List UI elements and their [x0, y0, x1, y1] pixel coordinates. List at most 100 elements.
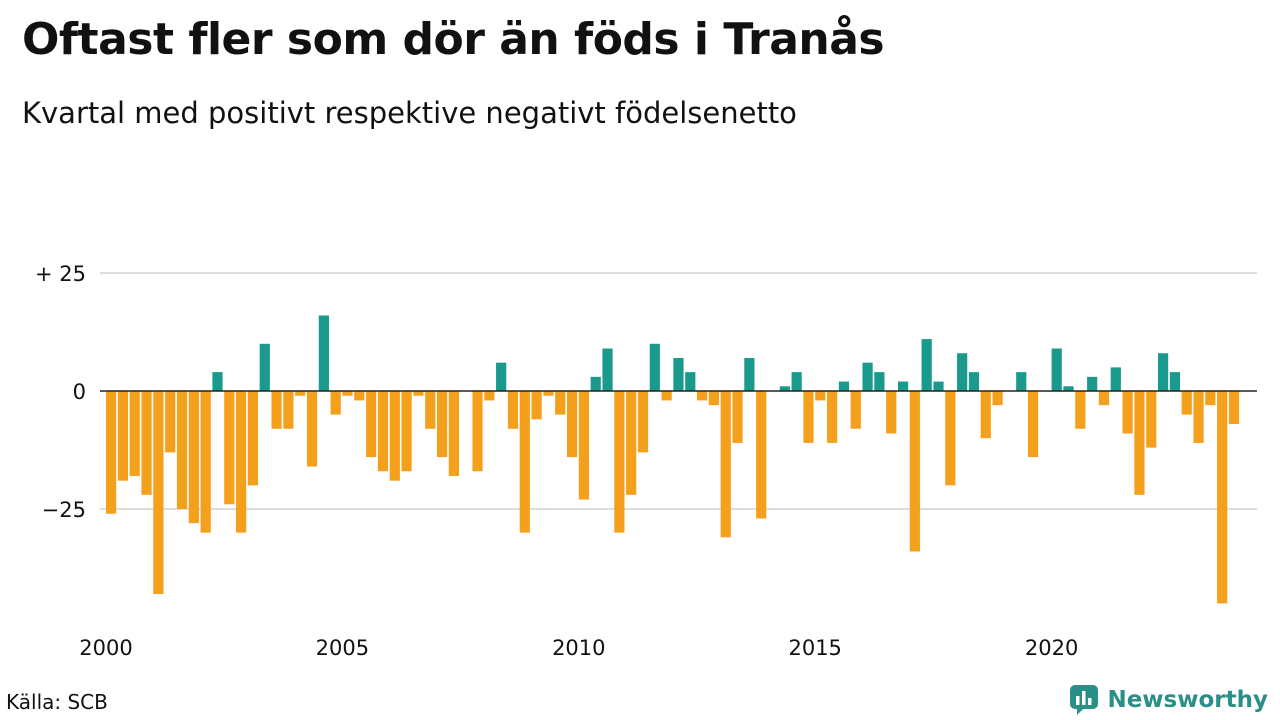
- bar: [1193, 391, 1204, 443]
- bar: [1098, 391, 1110, 406]
- bar: [259, 343, 270, 391]
- bar: [886, 391, 897, 434]
- y-tick-label: + 25: [35, 262, 86, 286]
- bar: [697, 391, 708, 401]
- bar: [862, 362, 873, 391]
- bar: [295, 391, 306, 396]
- bar: [436, 391, 448, 458]
- bar: [980, 391, 991, 439]
- bar: [389, 391, 400, 481]
- bar: [1075, 391, 1086, 429]
- bar: [850, 391, 861, 429]
- bar: [614, 391, 625, 533]
- bar: [176, 391, 188, 509]
- bar: [578, 391, 589, 500]
- bar: [992, 391, 1003, 406]
- bar: [732, 391, 743, 443]
- bar: [496, 362, 507, 391]
- bar: [720, 391, 731, 538]
- bar: [555, 391, 566, 415]
- x-tick-label: 2005: [316, 636, 369, 660]
- bar: [425, 391, 436, 429]
- bar: [1169, 372, 1180, 391]
- bar: [649, 343, 660, 391]
- bar: [247, 391, 259, 486]
- bar: [200, 391, 211, 533]
- bar: [106, 391, 117, 514]
- bar: [1063, 386, 1074, 391]
- bar: [626, 391, 637, 495]
- bar: [543, 391, 554, 396]
- bar: [602, 348, 613, 391]
- bar: [236, 391, 247, 533]
- bar: [153, 391, 164, 594]
- x-tick-label: 2020: [1025, 636, 1078, 660]
- bar: [366, 391, 377, 458]
- bar: [1051, 348, 1062, 391]
- bar: [838, 381, 850, 391]
- bar: [827, 391, 838, 443]
- bar: [519, 391, 530, 533]
- bar: [413, 391, 424, 396]
- y-tick-label: −25: [42, 498, 86, 522]
- bar: [590, 376, 601, 391]
- bar: [637, 391, 649, 453]
- bar: [1157, 353, 1169, 391]
- bar: [945, 391, 956, 486]
- chart-subtitle: Kvartal med positivt respektive negativt…: [22, 96, 797, 130]
- bar: [933, 381, 944, 391]
- bar: [909, 391, 920, 552]
- bar: [271, 391, 282, 429]
- bar: [1205, 391, 1216, 406]
- bar: [779, 386, 790, 391]
- bar: [330, 391, 341, 415]
- bar: [1228, 391, 1240, 425]
- bar: [1110, 367, 1121, 391]
- bar: [661, 391, 672, 401]
- bar: [188, 391, 199, 524]
- bar: [531, 391, 542, 420]
- chart-title: Oftast fler som dör än föds i Tranås: [22, 14, 885, 65]
- bar: [448, 391, 459, 476]
- bar: [342, 391, 353, 396]
- bar: [968, 372, 980, 391]
- bar: [212, 372, 223, 391]
- bar: [756, 391, 767, 519]
- bar: [744, 357, 755, 391]
- y-tick-label: 0: [73, 380, 86, 404]
- bar: [815, 391, 826, 401]
- bar: [1016, 372, 1027, 391]
- bar: [484, 391, 495, 401]
- x-tick-label: 2015: [788, 636, 841, 660]
- x-tick-label: 2010: [552, 636, 605, 660]
- bar: [566, 391, 578, 458]
- bar: [708, 391, 720, 406]
- bar: [1217, 391, 1228, 604]
- bar: [318, 315, 329, 391]
- bar: [117, 391, 129, 481]
- bar: [803, 391, 814, 443]
- bar: [791, 372, 802, 391]
- source-note: Källa: SCB: [6, 690, 108, 714]
- bar: [673, 357, 684, 391]
- bar: [283, 391, 294, 429]
- bar: [141, 391, 152, 495]
- bar: [1027, 391, 1039, 458]
- bar: [897, 381, 909, 391]
- newsworthy-logo-icon: [1070, 685, 1099, 715]
- bar: [1122, 391, 1133, 434]
- bar: [224, 391, 235, 505]
- bar: [129, 391, 140, 476]
- bar: [957, 353, 968, 391]
- bar: [306, 391, 318, 467]
- bar: [1087, 376, 1098, 391]
- bar: [354, 391, 365, 401]
- newsworthy-logo-text: Newsworthy: [1107, 687, 1268, 713]
- bar: [1181, 391, 1192, 415]
- bar: [377, 391, 389, 472]
- bar: [874, 372, 885, 391]
- bar: [921, 339, 932, 391]
- bar: [401, 391, 412, 472]
- bar: [507, 391, 519, 429]
